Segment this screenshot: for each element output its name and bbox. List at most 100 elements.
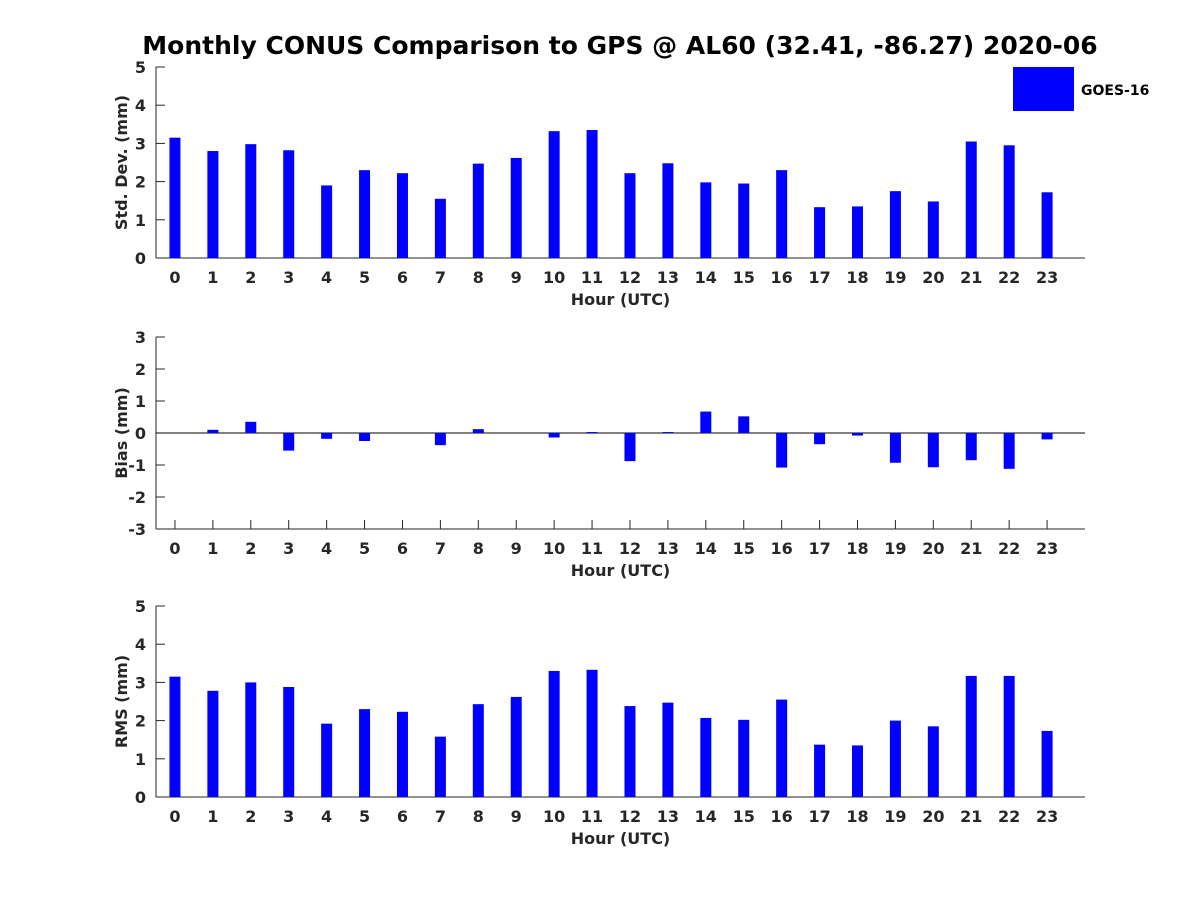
std-x-tick-label: 20 (922, 268, 944, 287)
std-x-tick-label: 18 (846, 268, 868, 287)
rms-bar-hour-16 (776, 699, 788, 797)
bias-x-tick-label: 4 (321, 539, 332, 558)
bias-bar-hour-4 (321, 433, 333, 439)
bias-bar-hour-19 (889, 433, 901, 463)
std-x-tick-label: 9 (511, 268, 522, 287)
rms-bar-hour-22 (1003, 675, 1015, 797)
std-bar-hour-10 (548, 131, 560, 258)
std-bar-hour-9 (510, 157, 522, 258)
std-x-tick-label: 2 (245, 268, 256, 287)
rms-bar-hour-15 (738, 719, 750, 797)
bias-bar-hour-1 (207, 429, 219, 433)
std-x-tick-label: 0 (169, 268, 180, 287)
std-y-tick-label: 5 (135, 58, 146, 77)
std-bar-hour-1 (207, 151, 219, 258)
bias-bar-hour-21 (965, 433, 977, 461)
bias-x-tick-label: 2 (245, 539, 256, 558)
bias-y-tick-label: 3 (135, 328, 146, 347)
bias-x-tick-label: 15 (733, 539, 755, 558)
rms-bar-hour-7 (434, 736, 446, 797)
bias-y-axis-label: Bias (mm) (112, 387, 131, 479)
rms-bar-hour-20 (927, 726, 939, 797)
rms-bar-hour-8 (472, 704, 484, 797)
rms-y-tick-label: 1 (135, 750, 146, 769)
std-x-tick-label: 4 (321, 268, 332, 287)
std-x-tick-label: 13 (657, 268, 679, 287)
rms-x-tick-label: 17 (808, 807, 830, 826)
rms-x-axis-label: Hour (UTC) (571, 829, 671, 848)
bias-bar-hour-7 (434, 433, 446, 446)
bias-x-tick-label: 14 (695, 539, 717, 558)
bias-y-tick-label: -3 (128, 520, 146, 539)
rms-x-tick-label: 1 (207, 807, 218, 826)
bias-x-tick-label: 9 (511, 539, 522, 558)
std-bar-hour-5 (359, 170, 371, 258)
std-x-tick-label: 17 (808, 268, 830, 287)
std-x-tick-label: 7 (435, 268, 446, 287)
bias-bar-hour-10 (548, 433, 560, 438)
std-bar-hour-4 (321, 185, 333, 258)
rms-x-tick-label: 6 (397, 807, 408, 826)
bias-x-tick-label: 6 (397, 539, 408, 558)
std-y-tick-label: 4 (135, 96, 146, 115)
bias-x-tick-label: 3 (283, 539, 294, 558)
rms-y-tick-label: 0 (135, 788, 146, 807)
std-x-tick-label: 11 (581, 268, 603, 287)
bias-bar-hour-14 (700, 411, 712, 433)
std-bar-hour-22 (1003, 145, 1015, 258)
rms-y-tick-label: 3 (135, 673, 146, 692)
std-bar-hour-7 (434, 198, 446, 258)
bias-bar-hour-23 (1041, 433, 1053, 440)
std-y-tick-label: 1 (135, 211, 146, 230)
rms-bar-hour-19 (889, 720, 901, 797)
rms-x-tick-label: 14 (695, 807, 717, 826)
rms-x-tick-label: 20 (922, 807, 944, 826)
rms-x-tick-label: 22 (998, 807, 1020, 826)
std-bar-hour-13 (662, 163, 674, 258)
std-x-tick-label: 3 (283, 268, 294, 287)
rms-bar-hour-11 (586, 669, 598, 797)
std-bar-hour-15 (738, 183, 750, 258)
std-y-tick-label: 3 (135, 134, 146, 153)
rms-x-tick-label: 16 (771, 807, 793, 826)
rms-x-tick-label: 7 (435, 807, 446, 826)
bias-x-tick-label: 12 (619, 539, 641, 558)
legend: GOES-16 (1013, 67, 1149, 111)
rms-x-tick-label: 2 (245, 807, 256, 826)
bias-y-tick-label: 0 (135, 424, 146, 443)
bias-x-tick-label: 19 (884, 539, 906, 558)
rms-x-tick-label: 8 (473, 807, 484, 826)
bias-bar-hour-16 (776, 433, 788, 468)
bias-x-tick-label: 13 (657, 539, 679, 558)
bias-bar-hour-11 (586, 432, 598, 433)
std-bar-hour-6 (396, 173, 408, 258)
bias-bar-hour-8 (472, 429, 484, 433)
bias-x-tick-label: 1 (207, 539, 218, 558)
std-bar-hour-17 (814, 207, 826, 258)
rms-bar-hour-21 (965, 675, 977, 797)
std-y-tick-label: 2 (135, 173, 146, 192)
std-bar-hour-12 (624, 173, 636, 258)
bias-x-tick-label: 23 (1036, 539, 1058, 558)
bias-x-tick-label: 17 (808, 539, 830, 558)
bias-bar-hour-13 (662, 432, 674, 433)
std-bar-hour-11 (586, 130, 598, 258)
bias-y-tick-label: 2 (135, 360, 146, 379)
bias-bar-hour-18 (851, 433, 863, 436)
bias-bar-hour-2 (245, 421, 257, 433)
std-x-tick-label: 12 (619, 268, 641, 287)
legend-label: GOES-16 (1081, 83, 1149, 99)
rms-x-tick-label: 4 (321, 807, 332, 826)
std-y-axis-label: Std. Dev. (mm) (112, 95, 131, 230)
rms-x-tick-label: 15 (733, 807, 755, 826)
bias-x-tick-label: 7 (435, 539, 446, 558)
bias-x-tick-label: 21 (960, 539, 982, 558)
rms-x-tick-label: 3 (283, 807, 294, 826)
rms-x-tick-label: 11 (581, 807, 603, 826)
std-bar-hour-21 (965, 141, 977, 258)
rms-y-tick-label: 5 (135, 597, 146, 616)
bias-y-tick-label: -2 (128, 488, 146, 507)
